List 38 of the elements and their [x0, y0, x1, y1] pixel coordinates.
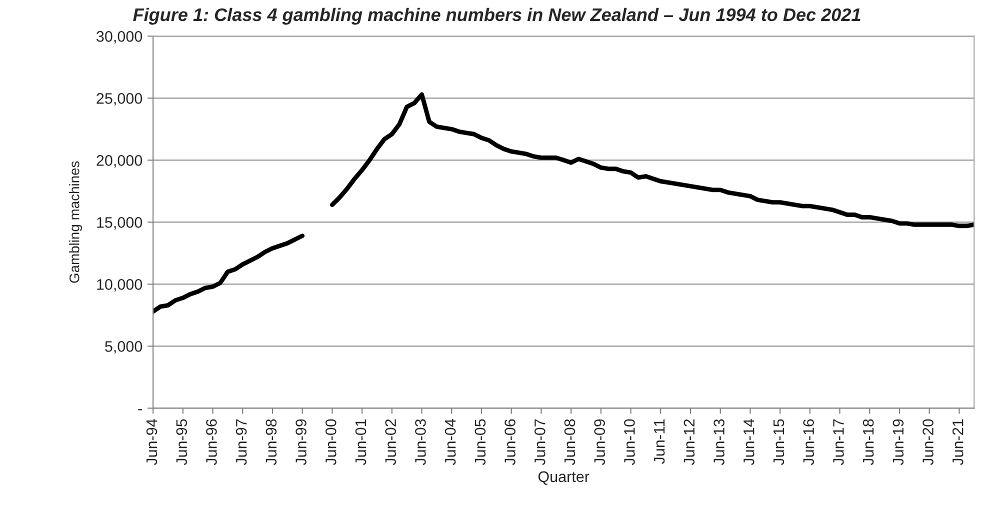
y-tick-label: 10,000 — [97, 279, 142, 292]
x-tick-label: Jun-97 — [236, 419, 247, 466]
y-tick-label: - — [138, 409, 142, 410]
x-tick-label: Jun-01 — [355, 419, 366, 466]
x-tick-label: Jun-13 — [714, 419, 724, 466]
x-tick-label: Jun-95 — [176, 419, 188, 466]
x-tick-label: Jun-00 — [325, 419, 336, 466]
x-tick-label: Jun-09 — [594, 419, 606, 466]
x-tick-label: Jun-19 — [892, 419, 904, 466]
x-tick-label: Jun-15 — [773, 419, 784, 466]
x-tick-label: Jun-05 — [474, 419, 486, 466]
x-tick-label: Jun-06 — [504, 419, 516, 466]
y-tick-label: 5,000 — [105, 341, 142, 354]
y-tick-label: 20,000 — [96, 155, 142, 168]
y-tick-label: 15,000 — [97, 217, 142, 230]
x-tick-label: Jun-08 — [564, 419, 576, 466]
x-tick-label: Jun-20 — [922, 419, 934, 466]
x-tick-label: Jun-94 — [146, 419, 158, 466]
x-tick-label: Jun-02 — [385, 419, 396, 466]
x-tick-label: Jun-17 — [833, 419, 844, 466]
x-tick-label: Jun-14 — [744, 419, 754, 466]
x-tick-label: Jun-11 — [654, 419, 665, 464]
chart-title: Figure 1: Class 4 gambling machine numbers in New Zealand – Jun 1994 to Dec 2021 — [133, 8, 860, 25]
y-tick-label: 30,000 — [96, 31, 142, 44]
x-tick-label: Jun-03 — [415, 419, 426, 466]
x-tick-label: Jun-98 — [266, 419, 277, 466]
x-tick-label: Jun-04 — [444, 419, 456, 466]
x-tick-label: Jun-12 — [684, 419, 695, 466]
y-tick-label: 25,000 — [96, 93, 142, 106]
x-tick-label: Jun-07 — [534, 419, 546, 466]
x-tick-label: Jun-16 — [803, 419, 814, 466]
x-tick-label: Jun-99 — [296, 419, 306, 466]
x-tick-label: Jun-10 — [624, 419, 635, 466]
x-tick-label: Jun-21 — [952, 419, 964, 466]
x-tick-label: Jun-18 — [862, 419, 874, 466]
x-tick-label: Jun-96 — [206, 419, 217, 466]
x-axis-title: Quarter — [538, 471, 590, 485]
y-axis-title: Gambling machines — [69, 161, 82, 283]
